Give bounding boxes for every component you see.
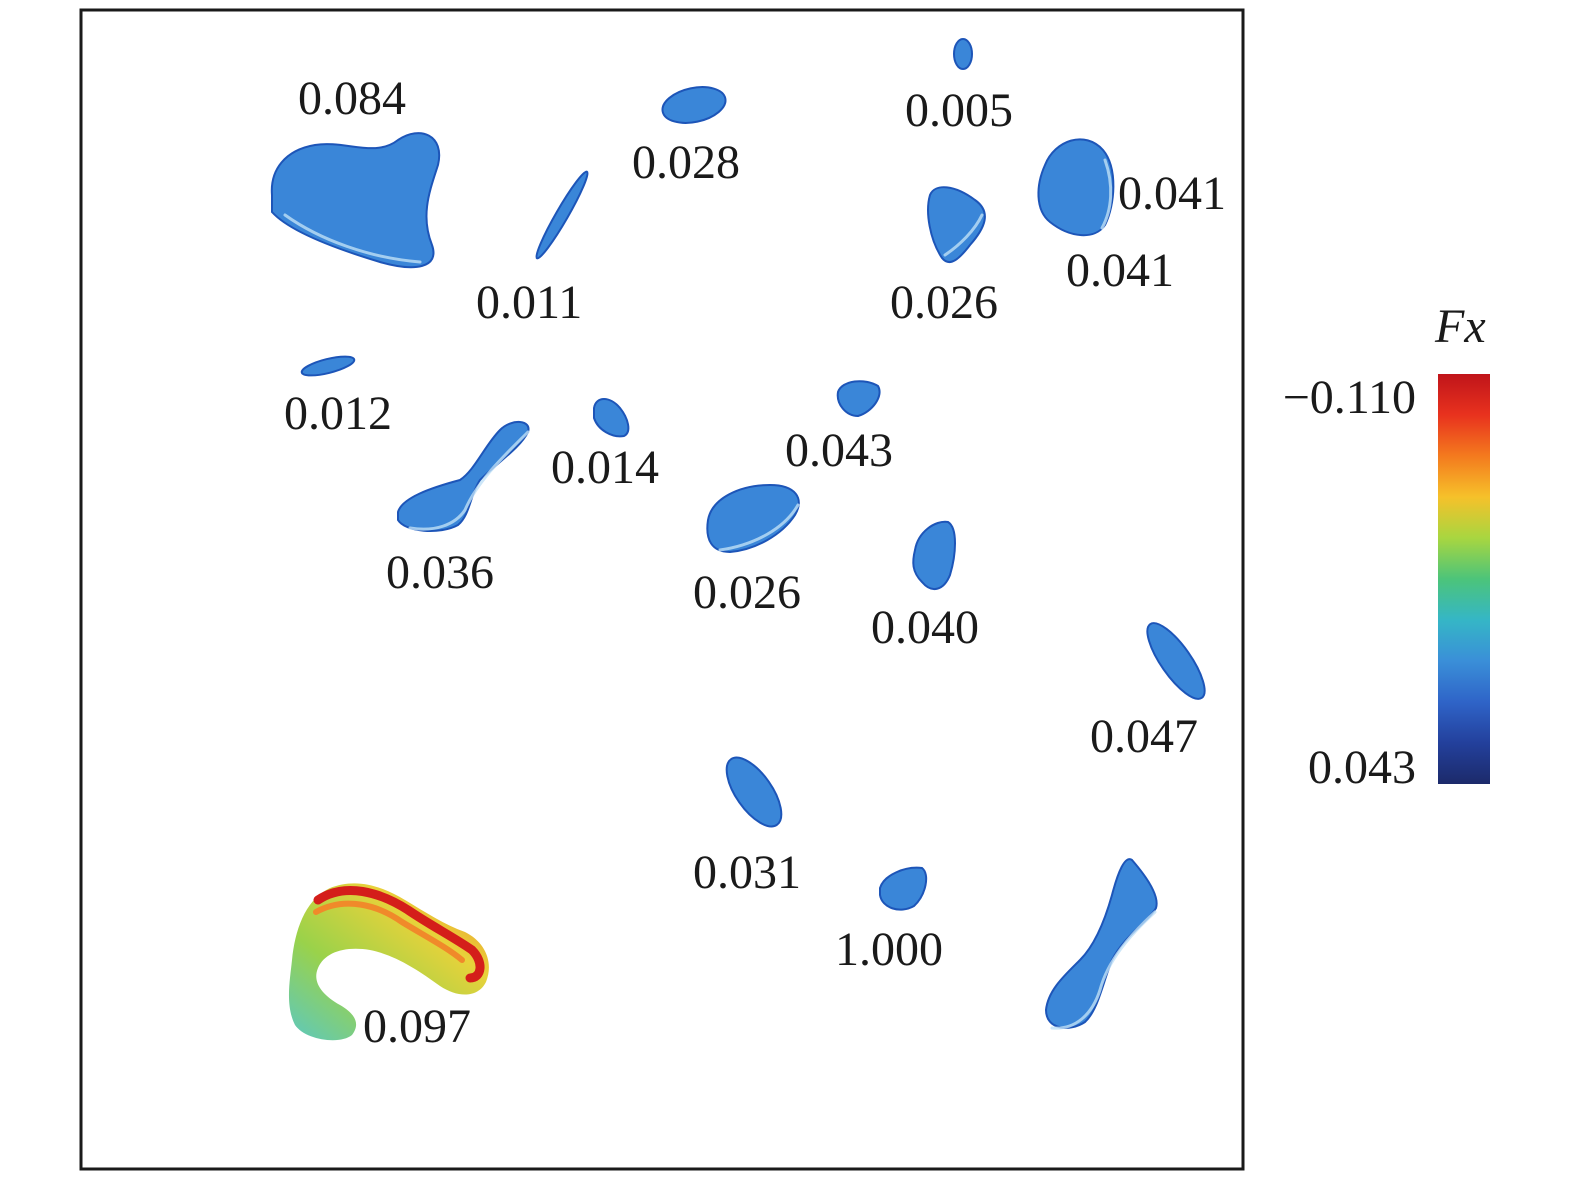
region-label: 0.005 xyxy=(905,84,1013,137)
region-blob xyxy=(661,86,727,124)
region-label: 0.036 xyxy=(386,546,494,599)
region-r16: 1.000 xyxy=(835,866,943,976)
region-highlight xyxy=(1050,910,1157,1030)
region-r10: 0.043 xyxy=(785,380,893,477)
region-label: 0.026 xyxy=(890,276,998,329)
region-r13: 0.040 xyxy=(871,520,979,654)
colorbar: Fx −0.110 0.043 xyxy=(1283,300,1490,794)
region-label: 0.040 xyxy=(871,601,979,654)
region-blob xyxy=(300,355,356,377)
region-hot-ring xyxy=(313,900,465,963)
region-r12: 0.026 xyxy=(693,483,801,619)
region-label: 1.000 xyxy=(835,923,943,976)
region-label: 0.047 xyxy=(1090,710,1198,763)
region-r11: 0.036 xyxy=(386,421,530,599)
region-label: 0.026 xyxy=(693,566,801,619)
region-r15: 0.031 xyxy=(693,756,801,899)
region-r14: 0.047 xyxy=(1090,622,1206,763)
region-blob xyxy=(927,186,986,264)
region-label: 0.097 xyxy=(363,1000,471,1053)
region-highlight xyxy=(283,213,422,264)
region-label: 0.031 xyxy=(693,846,801,899)
region-r6: 0.041 0.041 xyxy=(1037,138,1226,297)
region-label: 0.012 xyxy=(284,387,392,440)
region-label: 0.041 xyxy=(1066,244,1174,297)
region-blob-hot xyxy=(288,883,489,1041)
colorbar-bottom-label: 0.043 xyxy=(1308,741,1416,794)
region-highlight xyxy=(408,430,530,531)
region-blob xyxy=(836,380,881,418)
region-r8: 0.012 xyxy=(284,355,392,440)
colorbar-title: Fx xyxy=(1434,300,1486,353)
plot-frame xyxy=(79,8,1245,1171)
region-r1: 0.084 xyxy=(270,72,441,269)
region-blob xyxy=(1037,138,1115,237)
region-blob xyxy=(270,132,441,269)
region-label: 0.041 xyxy=(1118,167,1226,220)
region-blob xyxy=(879,866,928,911)
region-blob xyxy=(725,756,783,828)
region-blob xyxy=(593,398,630,438)
region-r3: 0.005 xyxy=(905,38,1013,137)
region-blob xyxy=(1044,858,1158,1029)
region-label: 0.043 xyxy=(785,424,893,477)
region-blob xyxy=(1146,622,1206,700)
region-r9: 0.014 xyxy=(551,398,659,494)
region-blob xyxy=(912,520,956,591)
region-highlight xyxy=(1100,158,1113,230)
region-r18 xyxy=(1044,858,1158,1030)
region-hot-core xyxy=(313,886,485,983)
region-r4: 0.011 xyxy=(476,170,589,329)
colorbar-gradient xyxy=(1438,374,1490,784)
region-r5: 0.026 xyxy=(890,186,998,329)
region-label: 0.014 xyxy=(551,441,659,494)
region-blob xyxy=(953,38,973,70)
region-label: 0.011 xyxy=(476,276,582,329)
region-highlight xyxy=(943,213,984,257)
region-highlight xyxy=(718,503,800,552)
region-label: 0.028 xyxy=(632,136,740,189)
colorbar-top-label: −0.110 xyxy=(1283,371,1416,424)
region-blob xyxy=(535,170,589,260)
region-r2: 0.028 xyxy=(632,86,740,189)
region-label: 0.084 xyxy=(298,72,406,125)
region-r17: 0.097 xyxy=(288,883,489,1053)
